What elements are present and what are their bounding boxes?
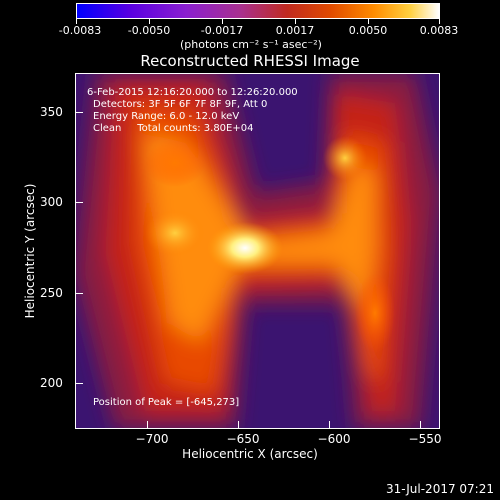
colorbar-label: 0.0050 xyxy=(348,24,388,37)
colorbar-label: -0.0017 xyxy=(200,24,244,37)
y-tick-label: 300 xyxy=(40,195,63,209)
y-tick xyxy=(75,293,83,294)
colorbar-label: -0.0050 xyxy=(127,24,171,37)
y-tick xyxy=(75,112,83,113)
x-axis-title: Heliocentric X (arcsec) xyxy=(182,447,318,461)
plot-frame xyxy=(75,73,440,429)
x-tick xyxy=(329,421,330,429)
colorbar-tick xyxy=(368,19,369,24)
solar-image: 6-Feb-2015 12:16:20.000 to 12:26:20.000 … xyxy=(75,73,440,429)
x-tick xyxy=(238,421,239,429)
energy-range: Energy Range: 6.0 - 12.0 keV xyxy=(93,111,240,122)
y-axis-title: Heliocentric Y (arcsec) xyxy=(23,183,37,319)
colorbar-label: 0.0083 xyxy=(419,24,459,37)
colorbar-tick xyxy=(439,19,440,24)
x-tick-label: −700 xyxy=(135,432,169,446)
x-tick xyxy=(420,421,421,429)
image-title: Reconstructed RHESSI Image xyxy=(140,52,360,70)
peak-position: Position of Peak = [-645,273] xyxy=(93,397,240,408)
detectors: Detectors: 3F 5F 6F 7F 8F 9F, Att 0 xyxy=(93,99,268,110)
colorbar-tick xyxy=(76,19,77,24)
colorbar-units: (photons cm⁻² s⁻¹ asec⁻²) xyxy=(180,38,322,51)
clean-counts: Clean Total counts: 3.80E+04 xyxy=(93,123,254,134)
y-tick xyxy=(75,383,83,384)
x-tick-label: −650 xyxy=(226,432,260,446)
y-tick-label: 200 xyxy=(40,376,63,390)
colorbar-label: 0.0017 xyxy=(275,24,315,37)
colorbar xyxy=(76,3,440,19)
x-tick-label: −550 xyxy=(408,432,442,446)
y-tick-label: 250 xyxy=(40,286,63,300)
x-tick xyxy=(147,421,148,429)
solar-image-graphic xyxy=(75,73,440,429)
colorbar-tick xyxy=(295,19,296,24)
y-tick xyxy=(75,202,83,203)
date-stamp: 31-Jul-2017 07:21 xyxy=(385,482,494,496)
x-tick-label: −600 xyxy=(317,432,351,446)
time-range: 6-Feb-2015 12:16:20.000 to 12:26:20.000 xyxy=(87,87,298,98)
colorbar-tick xyxy=(222,19,223,24)
colorbar-tick xyxy=(149,19,150,24)
colorbar-label: -0.0083 xyxy=(58,24,102,37)
y-tick-label: 350 xyxy=(40,105,63,119)
